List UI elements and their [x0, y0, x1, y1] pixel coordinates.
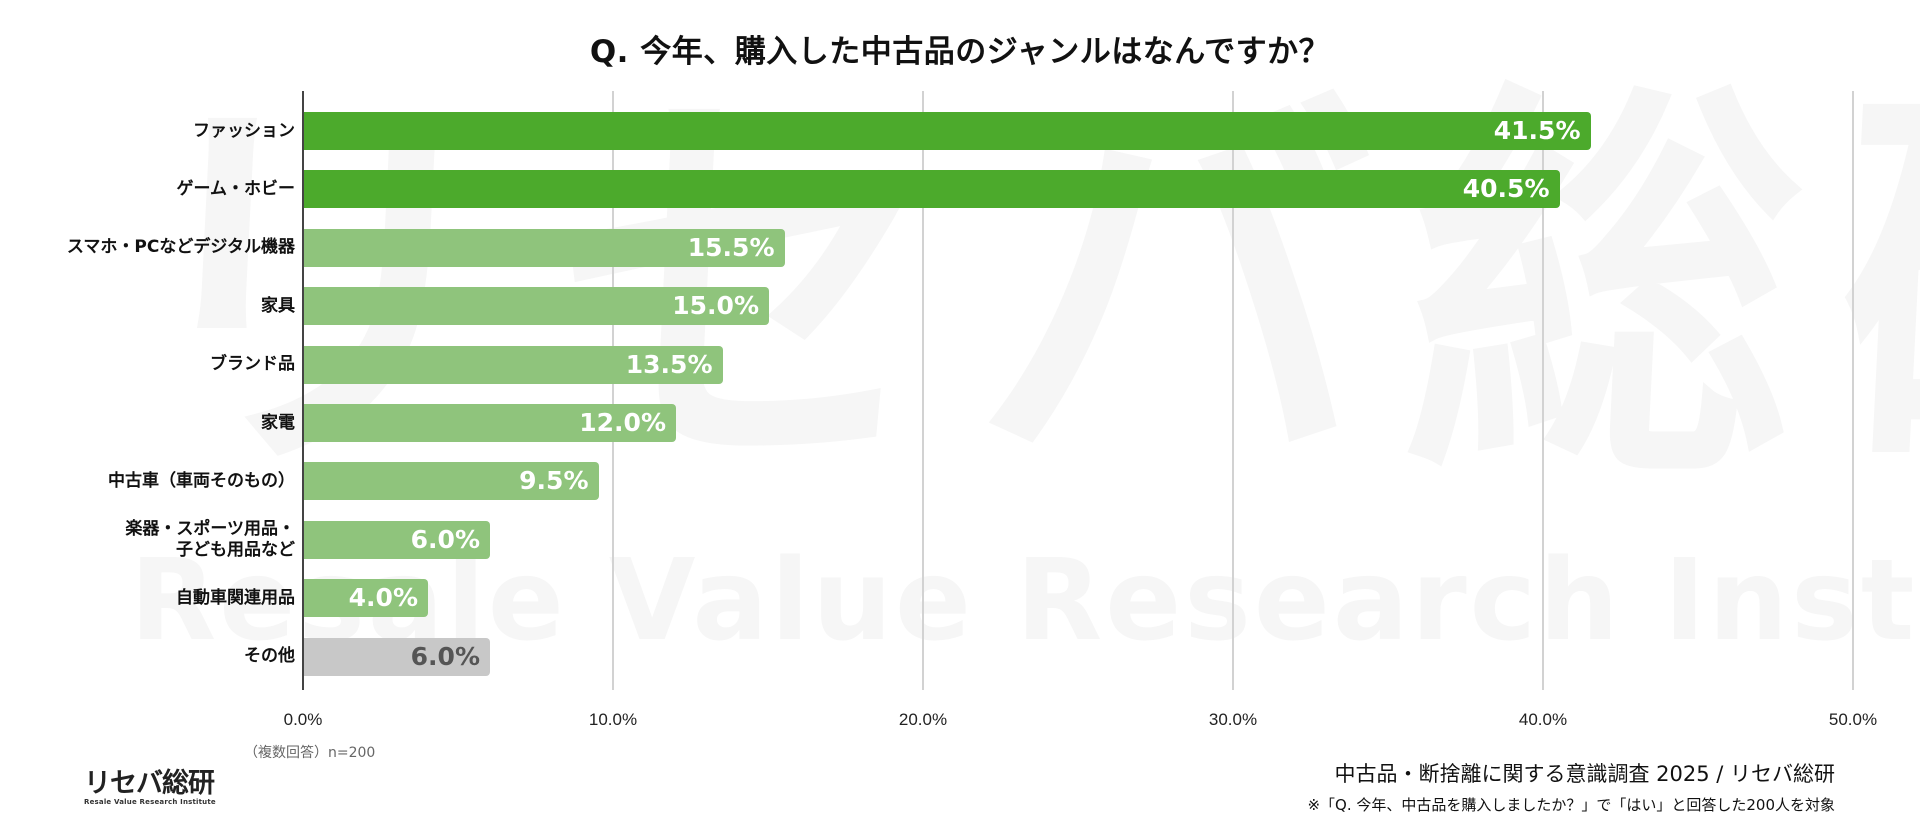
- category-label: 家具: [0, 296, 295, 317]
- category-label: その他: [0, 646, 295, 667]
- bar-value-label: 9.5%: [519, 466, 589, 496]
- category-label-line: 自動車関連用品: [176, 587, 295, 608]
- source-credit: 中古品・断捨離に関する意識調査 2025 / リセバ総研: [1334, 762, 1835, 786]
- bar-value-label: 41.5%: [1493, 116, 1581, 145]
- bar-value-label: 13.5%: [625, 349, 713, 379]
- category-label-line: ファッション: [193, 120, 295, 141]
- category-label: 楽器・スポーツ用品・ 子ども用品など: [0, 519, 295, 561]
- x-tick-label: 0.0%: [283, 710, 323, 729]
- sample-size-note: （複数回答）n=200: [244, 745, 376, 761]
- bar-value-label: 12.0%: [579, 408, 666, 437]
- bar: 15.5%: [304, 228, 785, 267]
- category-label: ファッション: [0, 121, 295, 142]
- category-label: ゲーム・ホビー: [0, 178, 296, 200]
- category-label: 中古車（車両そのもの）: [0, 471, 295, 492]
- x-tick-label: 40.0%: [1518, 710, 1568, 729]
- category-label-line: ゲーム・ホビー: [176, 178, 296, 199]
- gridline: [612, 91, 614, 690]
- gridline: [1852, 91, 1854, 690]
- gridline: [1542, 91, 1544, 690]
- survey-footnote: ※「Q. 今年、中古品を購入しましたか？」で「はい」と回答した200人を対象: [1307, 796, 1835, 814]
- category-label-line: 中古車（車両そのもの）: [108, 470, 295, 491]
- category-label-line: その他: [244, 646, 295, 667]
- bar: 40.5%: [304, 170, 1560, 209]
- brand-logo: リセバ総研 Resale Value Research Institute: [84, 768, 216, 807]
- category-label: スマホ・PCなどデジタル機器: [0, 237, 295, 258]
- bar: 15.0%: [304, 287, 769, 326]
- category-label-line: スマホ・PCなどデジタル機器: [66, 237, 295, 258]
- bar: 13.5%: [304, 345, 723, 384]
- bar-value-label: 15.5%: [687, 232, 775, 262]
- bar: 6.0%: [304, 637, 490, 676]
- bar-value-label: 6.0%: [410, 524, 480, 554]
- x-tick-label: 20.0%: [898, 710, 948, 729]
- x-tick-label: 30.0%: [1208, 710, 1258, 729]
- category-label-line: 家電: [261, 412, 295, 433]
- category-label-line: 子ども用品など: [176, 539, 295, 560]
- bar: 12.0%: [304, 404, 676, 442]
- chart-title: Q. 今年、購入した中古品のジャンルはなんですか？: [589, 34, 1331, 70]
- category-label-line: 楽器・スポーツ用品・: [125, 518, 295, 539]
- gridline: [1232, 91, 1234, 690]
- x-tick-label: 50.0%: [1828, 710, 1878, 729]
- category-label: ブランド品: [0, 354, 295, 375]
- logo-text-jp: リセバ総研: [84, 768, 215, 799]
- category-label-line: ブランド品: [210, 354, 295, 375]
- category-label: 自動車関連用品: [0, 588, 295, 609]
- bar: 6.0%: [304, 520, 490, 559]
- bar: 4.0%: [304, 579, 428, 618]
- bar-value-label: 15.0%: [672, 291, 759, 321]
- gridline: [922, 91, 924, 690]
- bar-value-label: 6.0%: [410, 641, 480, 671]
- y-axis-line: [302, 91, 304, 690]
- category-label: 家電: [0, 413, 295, 434]
- bar: 41.5%: [304, 112, 1591, 150]
- bar-value-label: 40.5%: [1462, 174, 1550, 204]
- logo-text-en: Resale Value Research Institute: [84, 798, 216, 806]
- bar-value-label: 4.0%: [348, 583, 418, 613]
- x-tick-label: 10.0%: [588, 710, 638, 729]
- category-label-line: 家具: [261, 295, 295, 316]
- bar: 9.5%: [304, 462, 599, 501]
